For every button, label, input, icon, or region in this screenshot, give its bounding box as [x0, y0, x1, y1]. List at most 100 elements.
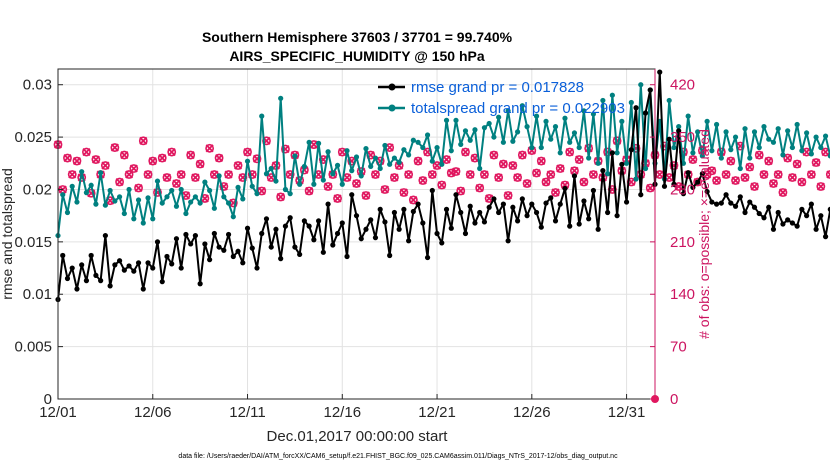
obs-possible-point [721, 170, 731, 179]
obs-evaluated-point [158, 154, 167, 163]
obs-possible-point [574, 155, 584, 164]
obs-evaluated-point [324, 182, 333, 191]
obs-possible-point [224, 170, 233, 179]
rmse-point [363, 226, 369, 232]
rmse-point [121, 267, 127, 273]
totalspread-point [211, 205, 217, 211]
obs-evaluated-point [570, 166, 579, 175]
rmse-point [320, 249, 326, 255]
obs-possible-point [285, 170, 295, 179]
rmse-point [605, 209, 611, 216]
totalspread-point [192, 194, 199, 200]
obs-possible-point [513, 173, 522, 182]
rmse-point [647, 87, 653, 93]
obs-possible-point [693, 177, 703, 187]
totalspread-point [600, 97, 606, 104]
obs-evaluated-point [589, 170, 598, 179]
rmse-point [571, 173, 578, 179]
obs-evaluated-point [722, 170, 731, 179]
obs-possible-point [551, 188, 560, 197]
obs-possible-point [475, 183, 485, 193]
rmse-point [709, 199, 715, 205]
obs-possible-point [797, 177, 807, 187]
y2-tick-label: 140 [670, 286, 695, 303]
obs-evaluated-point [466, 170, 475, 179]
rmse-point [462, 230, 469, 237]
totalspread-point [510, 138, 516, 144]
obs-evaluated-point [68, 170, 77, 179]
rmse-point [818, 213, 824, 219]
rmse-point [524, 213, 530, 219]
totalspread-point [382, 142, 388, 149]
totalspread-point [358, 173, 364, 179]
rmse-point [368, 217, 374, 223]
obs-evaluated-point [243, 148, 252, 157]
obs-possible-point [688, 155, 698, 164]
totalspread-point [642, 165, 649, 172]
obs-evaluated-point [726, 157, 735, 166]
x-tick-label: 12/21 [418, 404, 456, 421]
rmse-point [69, 265, 75, 271]
obs-possible-point [503, 191, 513, 200]
totalspread-point [173, 203, 180, 209]
totalspread-point [628, 99, 634, 106]
totalspread-point [775, 126, 781, 132]
rmse-point [79, 262, 85, 268]
rmse-point [358, 236, 364, 242]
obs-evaluated-point [812, 158, 821, 167]
obs-evaluated-point [556, 164, 565, 173]
totalspread-point [742, 126, 748, 132]
totalspread-point [406, 152, 412, 158]
rmse-point [813, 226, 819, 232]
obs-possible-point [91, 155, 101, 164]
obs-evaluated-point [234, 161, 243, 170]
obs-evaluated-point [418, 176, 427, 185]
rmse-point [657, 69, 663, 75]
obs-evaluated-point [162, 173, 172, 182]
totalspread-point [330, 171, 336, 177]
obs-possible-point [773, 170, 783, 179]
obs-possible-point [333, 194, 342, 203]
rmse-point [278, 256, 284, 262]
rmse-point [638, 192, 644, 198]
rmse-point [88, 252, 94, 259]
rmse-point [344, 253, 350, 260]
totalspread-point [93, 201, 99, 207]
obs-evaluated-point [210, 170, 219, 179]
obs-possible-point [157, 153, 167, 163]
obs-possible-point [461, 147, 470, 157]
obs-evaluated-point [456, 186, 465, 196]
totalspread-point [207, 187, 213, 194]
obs-possible-point [418, 176, 428, 185]
totalspread-point [377, 165, 383, 172]
totalspread-point [216, 173, 222, 179]
totalspread-point [420, 144, 426, 151]
obs-evaluated-point [276, 192, 285, 201]
rmse-point [159, 279, 165, 285]
obs-evaluated-point [371, 170, 380, 179]
obs-evaluated-point [759, 170, 769, 179]
obs-possible-point [138, 136, 148, 146]
rmse-point [799, 206, 805, 212]
rmse-line [57, 71, 830, 300]
obs-possible-point [276, 192, 286, 202]
legend-marker-rmse [388, 83, 396, 91]
obs-possible-point [816, 182, 826, 191]
totalspread-point [713, 121, 720, 128]
obs-evaluated-point [797, 177, 806, 187]
rmse-point [135, 260, 142, 266]
totalspread-point [372, 155, 379, 161]
y-tick-label: 0.015 [14, 234, 52, 251]
totalspread-point [552, 124, 559, 130]
totalspread-point [538, 144, 544, 151]
series-rmse [55, 69, 830, 303]
obs-possible-point [427, 170, 437, 179]
obs-possible-point [778, 188, 788, 197]
rmse-point [439, 240, 445, 246]
obs-evaluated-point [793, 159, 802, 169]
rmse-point [107, 283, 113, 289]
rmse-point [685, 170, 691, 176]
totalspread-point [709, 148, 715, 154]
totalspread-point [472, 127, 478, 133]
